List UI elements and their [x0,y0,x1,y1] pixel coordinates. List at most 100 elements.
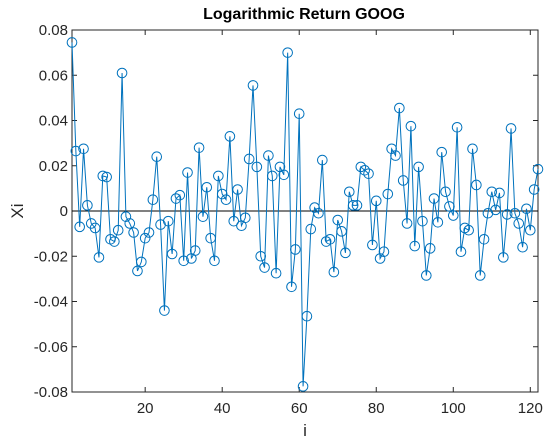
data-point [247,80,259,91]
data-point [455,246,467,258]
data-point [139,232,151,244]
data-point [128,227,139,238]
data-point [282,47,293,58]
data-point [143,227,155,238]
data-point [112,224,124,236]
data-point [432,217,444,228]
x-axis: 20 40 60 80 100 120 [137,30,543,417]
data-point [74,221,85,233]
data-point [116,67,128,79]
y-tick-label: -0.04 [34,294,68,311]
data-point [290,244,301,255]
data-point [93,252,105,263]
data-point [513,218,525,229]
x-tick-label: 80 [368,400,385,417]
y-tick-label: -0.06 [34,339,68,356]
y-axis-label: Xi [8,203,27,218]
data-point [170,193,182,204]
data-point [78,143,89,155]
data-point [240,212,251,224]
data-point [243,153,255,165]
data-point [174,189,186,201]
y-tick-label: 0 [60,203,68,220]
data-point [159,305,170,316]
chart-title: Logarithmic Return GOOG [203,6,405,23]
series-markers [66,37,544,392]
data-point [136,256,147,268]
data-point [182,167,193,178]
data-point [390,150,401,161]
data-point [228,215,240,227]
y-tick-label: 0.06 [39,67,68,84]
data-point [101,171,112,183]
data-point [474,270,486,281]
data-point [471,179,482,191]
data-point [494,187,505,199]
data-point [109,236,120,247]
y-tick-label: 0.04 [39,113,68,130]
data-point [343,186,355,198]
data-point [147,194,159,205]
data-point [382,188,394,200]
x-axis-label: i [303,421,307,440]
data-point [521,203,532,215]
data-point [486,186,498,198]
data-point [82,200,93,211]
data-point [428,193,440,204]
data-point [270,267,282,279]
data-point [286,281,297,293]
data-point [336,226,347,237]
data-point [525,224,536,236]
x-tick-label: 20 [137,400,154,417]
data-point [532,163,544,175]
data-point [355,161,367,173]
data-point [363,168,374,179]
data-point [444,201,455,212]
data-point [505,123,517,134]
data-point [478,233,490,245]
data-point [89,222,101,234]
y-tick-label: -0.08 [34,384,68,401]
data-point [328,266,340,278]
data-point [451,121,463,133]
data-point [367,239,378,251]
data-point [224,131,236,142]
data-point [305,223,317,235]
data-point [193,142,205,153]
data-point [216,188,228,200]
data-point [424,243,436,254]
data-point [189,245,201,256]
data-point [421,270,432,281]
y-axis: 0.08 0.06 0.04 0.02 0 -0.02 -0.04 -0.06 -0.08 [34,22,538,401]
data-point [266,170,278,182]
data-point [413,161,424,173]
data-point [409,240,421,252]
data-point [259,262,270,273]
data-point [162,215,174,227]
data-point [517,241,528,253]
data-point [66,37,78,48]
data-point [490,204,501,216]
data-point [394,102,405,114]
data-point [209,255,220,267]
data-point [97,170,109,182]
series-line [71,42,539,387]
data-point [166,248,178,260]
data-point [313,207,324,219]
x-tick-label: 100 [441,400,466,417]
data-point [347,200,359,211]
data-point [509,207,521,219]
x-tick-label: 120 [518,400,543,417]
data-point [297,381,309,392]
data-point [293,108,305,120]
data-point [278,169,290,181]
data-point [178,255,189,267]
data-point [378,246,390,258]
data-point [359,164,370,176]
data-point [370,195,382,207]
data-point [351,200,363,211]
data-point [401,218,413,229]
data-point [332,214,344,226]
y-tick-label: -0.02 [34,248,68,265]
